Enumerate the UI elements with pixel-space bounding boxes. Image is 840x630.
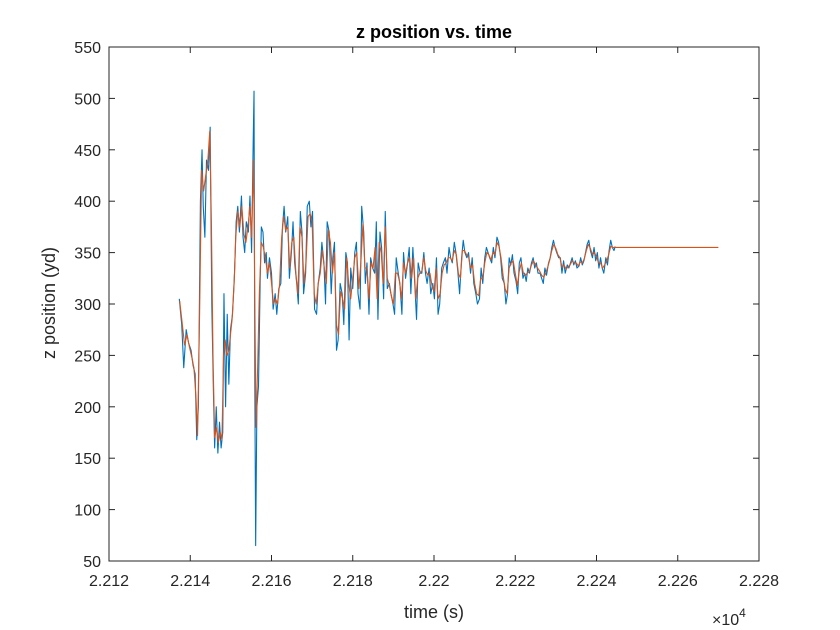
chart-title: z position vs. time [356, 22, 512, 42]
x-tick-label: 2.214 [170, 573, 210, 590]
x-tick-label: 2.22 [418, 573, 449, 590]
y-tick-label: 400 [74, 194, 101, 211]
series-layer [178, 90, 719, 547]
y-tick-label: 350 [74, 246, 101, 263]
y-axis-label: z position (yd) [39, 247, 59, 359]
y-tick-label: 450 [74, 143, 101, 160]
x-tick-label: 2.218 [333, 573, 373, 590]
series-line-2 [179, 130, 719, 444]
x-axis-label: time (s) [404, 602, 464, 622]
axes-box [108, 46, 760, 562]
y-tick-label: 550 [74, 40, 101, 57]
x-axis-exponent-base: ×10 [712, 612, 739, 629]
x-tick-label: 2.222 [495, 573, 535, 590]
x-axis-exponent: ×104 [712, 606, 746, 629]
x-tick-label: 2.212 [89, 573, 129, 590]
x-tick-label: 2.228 [739, 573, 779, 590]
x-tick-label: 2.216 [251, 573, 291, 590]
y-tick-label: 300 [74, 297, 101, 314]
y-tick-label: 250 [74, 348, 101, 365]
y-tick-label: 50 [83, 554, 101, 571]
y-axis-ticks: 50 100 150 200 250 300 350 400 450 500 550 [74, 40, 759, 571]
x-axis-ticks: 2.212 2.214 2.216 2.218 2.22 2.222 2.224 2.226 2… [89, 47, 779, 590]
y-tick-label: 500 [74, 91, 101, 108]
y-tick-label: 100 [74, 503, 101, 520]
plot-area: 2.212 2.214 2.216 2.218 2.22 2.222 2.224 2.226 2… [74, 40, 779, 590]
x-tick-label: 2.224 [576, 573, 616, 590]
x-tick-label: 2.226 [658, 573, 698, 590]
y-tick-label: 150 [74, 451, 101, 468]
x-axis-exponent-power: 4 [739, 606, 746, 620]
y-tick-label: 200 [74, 400, 101, 417]
